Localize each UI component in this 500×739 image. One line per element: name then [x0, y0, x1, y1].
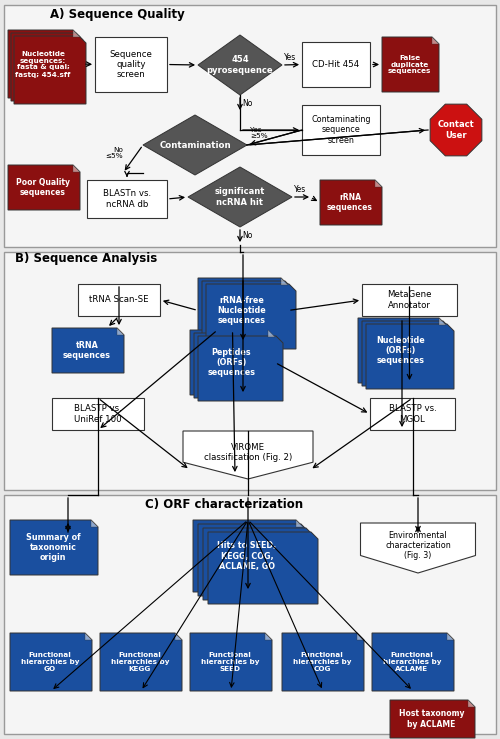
Bar: [362, 284, 457, 316]
Polygon shape: [14, 36, 86, 104]
Text: Sequence
quality
screen: Sequence quality screen: [110, 50, 152, 79]
Bar: [87, 180, 167, 218]
Polygon shape: [362, 321, 450, 386]
Polygon shape: [447, 633, 454, 640]
Bar: [370, 398, 455, 430]
Text: BLASTP vs.
UniRef 100: BLASTP vs. UniRef 100: [74, 404, 122, 423]
Polygon shape: [8, 165, 80, 210]
Polygon shape: [281, 278, 288, 285]
Text: Yes: Yes: [284, 52, 296, 61]
Polygon shape: [183, 431, 313, 479]
Polygon shape: [143, 115, 247, 175]
Text: Hits to SEED,
KEGG, COG,
ACLAME, GO: Hits to SEED, KEGG, COG, ACLAME, GO: [218, 541, 276, 571]
Polygon shape: [382, 37, 439, 92]
Polygon shape: [175, 633, 182, 640]
Polygon shape: [366, 324, 454, 389]
Polygon shape: [203, 528, 313, 600]
Text: rRNA
sequences: rRNA sequences: [327, 193, 373, 212]
Bar: [4, 252, 496, 490]
Polygon shape: [117, 328, 124, 335]
Text: Contaminating
sequence
screen: Contaminating sequence screen: [311, 115, 371, 145]
Polygon shape: [194, 333, 279, 398]
Polygon shape: [10, 520, 98, 575]
Polygon shape: [73, 30, 80, 37]
Polygon shape: [10, 633, 92, 691]
Polygon shape: [432, 37, 439, 44]
Polygon shape: [206, 284, 296, 349]
Text: MetaGene
Annotator: MetaGene Annotator: [387, 290, 432, 310]
Polygon shape: [188, 167, 292, 227]
Text: Poor Quality
sequences: Poor Quality sequences: [16, 178, 70, 197]
Polygon shape: [91, 520, 98, 527]
Polygon shape: [198, 278, 288, 343]
Text: A) Sequence Quality: A) Sequence Quality: [50, 8, 185, 21]
Polygon shape: [85, 633, 92, 640]
Text: VIROME
classification (Fig. 2): VIROME classification (Fig. 2): [204, 443, 292, 463]
Polygon shape: [320, 180, 382, 225]
Bar: [302, 105, 380, 155]
Text: tRNA
sequences: tRNA sequences: [63, 341, 111, 360]
Text: tRNA Scan-SE: tRNA Scan-SE: [89, 296, 149, 304]
Bar: [4, 495, 496, 734]
Polygon shape: [296, 520, 303, 527]
Polygon shape: [198, 524, 308, 596]
Polygon shape: [265, 633, 272, 640]
Text: Contact
User: Contact User: [438, 120, 474, 140]
Text: No
≤5%: No ≤5%: [106, 146, 123, 160]
Polygon shape: [439, 318, 446, 325]
Text: Functional
hierarchies by
GO: Functional hierarchies by GO: [21, 652, 79, 672]
Text: CD-Hit 454: CD-Hit 454: [312, 60, 360, 69]
Polygon shape: [360, 523, 476, 573]
Polygon shape: [190, 633, 272, 691]
Polygon shape: [268, 330, 275, 337]
Bar: [78, 284, 160, 316]
Polygon shape: [198, 336, 283, 401]
Text: Summary of
taxonomic
origin: Summary of taxonomic origin: [26, 533, 80, 562]
Text: False
duplicate
sequences: False duplicate sequences: [388, 55, 431, 75]
Text: Functional
hierarchies by
KEGG: Functional hierarchies by KEGG: [111, 652, 169, 672]
Text: Yes
≥5%: Yes ≥5%: [250, 126, 268, 140]
Polygon shape: [52, 328, 124, 373]
Text: Functional
hierarchies by
ACLAME: Functional hierarchies by ACLAME: [383, 652, 442, 672]
Polygon shape: [430, 104, 482, 156]
Polygon shape: [208, 532, 318, 604]
Text: BLASTP vs.
MGOL: BLASTP vs. MGOL: [388, 404, 436, 423]
Polygon shape: [375, 180, 382, 187]
Polygon shape: [73, 165, 80, 172]
Text: Contamination: Contamination: [159, 140, 231, 149]
Polygon shape: [100, 633, 182, 691]
Polygon shape: [468, 700, 475, 707]
Polygon shape: [198, 35, 282, 95]
Text: Peptides
(ORFs)
sequences: Peptides (ORFs) sequences: [208, 347, 256, 378]
Text: Environmental
characterization
(Fig. 3): Environmental characterization (Fig. 3): [385, 531, 451, 560]
Bar: [302, 42, 370, 87]
Polygon shape: [390, 700, 475, 738]
Text: BLASTn vs.
ncRNA db: BLASTn vs. ncRNA db: [103, 189, 151, 208]
Text: rRNA-free
Nucleotide
sequences: rRNA-free Nucleotide sequences: [218, 296, 266, 325]
Polygon shape: [11, 33, 83, 101]
Text: Nucleotide
(ORFs)
sequences: Nucleotide (ORFs) sequences: [376, 336, 426, 365]
Text: Yes: Yes: [294, 185, 306, 194]
Polygon shape: [358, 318, 446, 383]
Text: significant
ncRNA hit: significant ncRNA hit: [215, 187, 265, 207]
Bar: [95, 37, 167, 92]
Polygon shape: [372, 633, 454, 691]
Polygon shape: [202, 281, 292, 346]
Polygon shape: [190, 330, 275, 395]
Text: Host taxonomy
by ACLAME: Host taxonomy by ACLAME: [399, 709, 464, 729]
Text: B) Sequence Analysis: B) Sequence Analysis: [15, 252, 157, 265]
Text: No: No: [242, 98, 252, 107]
Text: No: No: [242, 231, 252, 239]
Bar: [4, 5, 496, 247]
Bar: [52, 398, 144, 430]
Text: 454
pyrosequence: 454 pyrosequence: [206, 55, 274, 75]
Polygon shape: [193, 520, 303, 592]
Polygon shape: [282, 633, 364, 691]
Text: Functional
hierarchies by
SEED: Functional hierarchies by SEED: [201, 652, 259, 672]
Text: Nucleotide
sequences:
fasta & qual;
fastq; 454.sff: Nucleotide sequences: fasta & qual; fast…: [16, 50, 70, 78]
Polygon shape: [357, 633, 364, 640]
Text: C) ORF characterization: C) ORF characterization: [145, 498, 303, 511]
Polygon shape: [8, 30, 80, 98]
Text: Functional
hierarchies by
COG: Functional hierarchies by COG: [293, 652, 351, 672]
